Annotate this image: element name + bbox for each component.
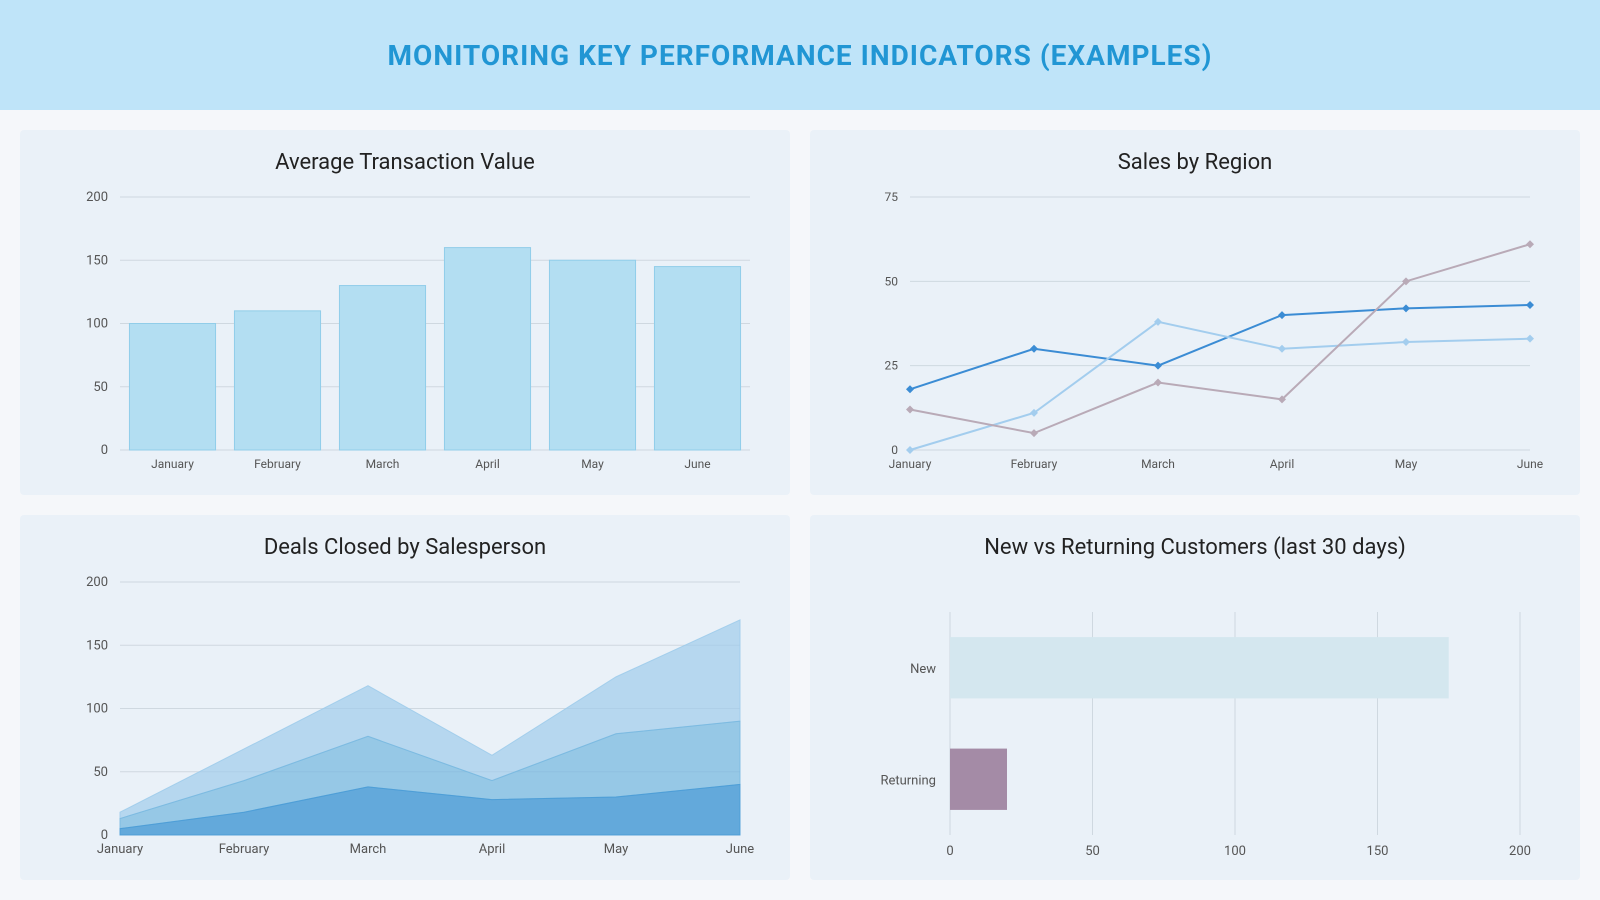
svg-text:February: February (254, 457, 301, 471)
panel-sales-region: Sales by Region 0 25 50 75 January February Ma… (810, 130, 1580, 495)
svg-text:150: 150 (86, 253, 108, 268)
svg-text:0: 0 (891, 443, 898, 457)
svg-text:April: April (475, 457, 499, 471)
svg-text:January: January (151, 457, 194, 471)
svg-text:April: April (479, 842, 506, 857)
svg-text:April: April (1270, 457, 1294, 471)
svg-text:May: May (604, 842, 628, 857)
svg-text:New: New (910, 662, 936, 677)
svg-text:0: 0 (946, 844, 953, 859)
svg-text:February: February (219, 842, 270, 857)
svg-text:May: May (581, 457, 604, 471)
chart-title-sales-region: Sales by Region (840, 150, 1550, 175)
chart-deals-closed: 0 50 100 150 200 January February March April May… (50, 572, 760, 865)
svg-text:100: 100 (86, 702, 108, 717)
svg-text:January: January (889, 457, 932, 471)
svg-text:150: 150 (1367, 844, 1389, 859)
svg-text:75: 75 (885, 190, 899, 204)
chart-new-returning: 0 50 100 150 200 New Returning (840, 572, 1550, 865)
svg-text:200: 200 (86, 575, 108, 590)
svg-text:50: 50 (885, 274, 899, 288)
svg-text:Returning: Returning (880, 773, 936, 788)
svg-text:50: 50 (1085, 844, 1100, 859)
chart-avg-transaction: 0 50 100 150 200 January February March April May… (50, 187, 760, 480)
panel-avg-transaction: Average Transaction Value 0 50 100 150 200 Ja… (20, 130, 790, 495)
panel-new-vs-returning: New vs Returning Customers (last 30 days… (810, 515, 1580, 880)
svg-text:0: 0 (101, 828, 108, 843)
dashboard-grid: Average Transaction Value 0 50 100 150 200 Ja… (0, 110, 1600, 900)
panel-deals-closed: Deals Closed by Salesperson 0 50 100 150 200… (20, 515, 790, 880)
svg-text:March: March (1141, 457, 1175, 471)
svg-text:50: 50 (93, 380, 108, 395)
svg-text:June: June (726, 842, 755, 857)
svg-text:150: 150 (86, 638, 108, 653)
svg-text:0: 0 (101, 443, 108, 458)
svg-text:March: March (366, 457, 400, 471)
svg-text:200: 200 (86, 190, 108, 205)
svg-text:January: January (97, 842, 143, 857)
svg-text:50: 50 (93, 765, 108, 780)
chart-title-avg-transaction: Average Transaction Value (50, 150, 760, 175)
chart-title-new-returning: New vs Returning Customers (last 30 days… (840, 535, 1550, 560)
svg-text:100: 100 (1224, 844, 1246, 859)
svg-text:200: 200 (1509, 844, 1531, 859)
svg-text:June: June (684, 457, 710, 471)
chart-sales-region: 0 25 50 75 January February March April May June (840, 187, 1550, 480)
svg-text:June: June (1517, 457, 1543, 471)
svg-text:March: March (350, 842, 387, 857)
svg-text:February: February (1011, 457, 1058, 471)
chart-title-deals-closed: Deals Closed by Salesperson (50, 535, 760, 560)
page-title: MONITORING KEY PERFORMANCE INDICATORS (E… (388, 39, 1213, 72)
svg-text:100: 100 (86, 317, 108, 332)
svg-text:May: May (1395, 457, 1418, 471)
page-header: MONITORING KEY PERFORMANCE INDICATORS (E… (0, 0, 1600, 110)
svg-text:25: 25 (885, 359, 899, 373)
